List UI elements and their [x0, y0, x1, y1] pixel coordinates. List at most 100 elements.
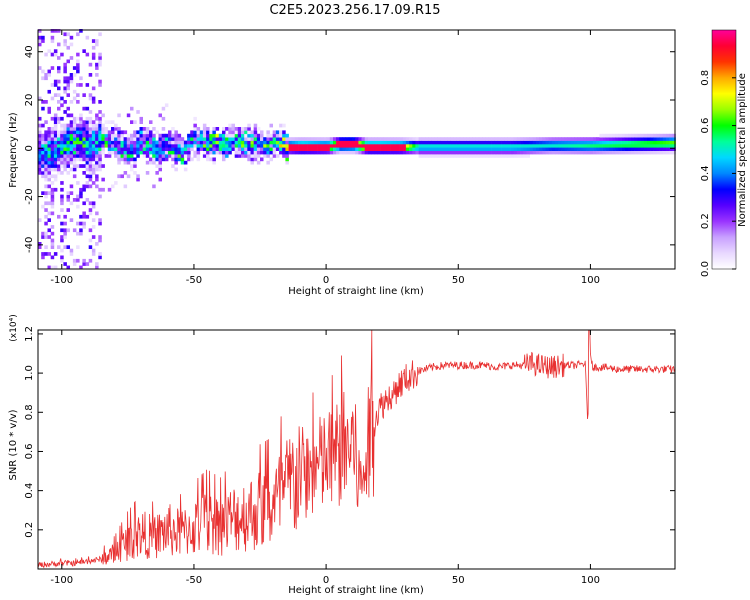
spectrogram-cell — [41, 123, 45, 128]
spectrogram-cell — [669, 143, 673, 148]
spectrogram-cell — [123, 143, 128, 148]
spectrogram-cell — [485, 147, 489, 151]
spectrogram-cell — [662, 150, 667, 155]
spectrogram-cell — [444, 150, 448, 155]
spectrogram-cell — [41, 167, 45, 172]
spectrogram-cell — [647, 133, 651, 138]
spectrogram-cell — [605, 140, 610, 145]
spectrogram-cell — [456, 154, 461, 158]
spectrogram-cell — [79, 130, 83, 135]
spectrogram-cell — [440, 137, 445, 141]
spectrogram-cell — [564, 143, 568, 148]
spectrogram-cell — [66, 154, 70, 158]
spectrogram-cell — [41, 252, 45, 256]
spectrogram-cell — [123, 154, 128, 158]
spectrogram-cell — [402, 147, 407, 151]
spectrogram-cell — [402, 137, 407, 141]
spectrogram-cell — [133, 130, 137, 135]
spectrogram-cell — [47, 167, 51, 172]
spectrogram-cell — [101, 187, 105, 192]
spectrogram-cell — [72, 66, 77, 70]
spectrogram-cell — [47, 150, 51, 155]
spectrogram-cell — [101, 113, 105, 118]
spectrogram-cell — [95, 154, 99, 158]
spectrogram-cell — [63, 66, 67, 70]
spectrogram-cell — [253, 130, 258, 135]
spectrogram-cell — [247, 123, 251, 128]
spectrogram-cell — [605, 147, 610, 151]
spectrogram-cell — [529, 143, 534, 148]
spectrogram-cell — [63, 127, 67, 131]
spectrogram-cell — [244, 140, 248, 145]
spectrogram-cell — [634, 140, 638, 145]
spectrogram-ylabel: Frequency (Hz) — [8, 112, 19, 188]
spectrogram-cell — [47, 177, 51, 182]
spectrogram-cell — [44, 157, 48, 162]
spectrogram-cell — [63, 76, 67, 81]
spectrogram-cell — [88, 110, 93, 114]
spectrogram-cell — [367, 150, 372, 155]
spectrogram-cell — [450, 137, 454, 141]
spectrogram-cell — [88, 211, 93, 216]
spectrogram-cell — [91, 147, 96, 151]
spectrogram-cell — [621, 143, 626, 148]
spectrogram-cell — [98, 164, 102, 168]
spectrogram-cell — [76, 130, 80, 135]
spectrogram-cell — [488, 143, 492, 148]
spectrogram-cell — [158, 140, 162, 145]
spectrogram-cell — [345, 137, 350, 141]
spectrogram-cell — [513, 143, 518, 148]
spectrogram-cell — [666, 147, 670, 151]
spectrogram-cell — [412, 143, 416, 148]
spectrogram-cell — [453, 140, 457, 145]
spectrogram-cell — [269, 157, 273, 162]
spectrogram-cell — [145, 150, 150, 155]
spectrogram-cell — [174, 130, 178, 135]
spectrogram-cell — [475, 140, 480, 145]
spectrogram-cell — [50, 198, 55, 202]
spectrogram-cell — [342, 143, 346, 148]
spectrogram-cell — [231, 140, 235, 145]
spectrogram-cell — [510, 150, 515, 155]
spectrogram-cell — [174, 154, 178, 158]
snr-xtick-label: -50 — [186, 575, 202, 586]
spectrogram-cell — [50, 137, 55, 141]
spectrogram-cell — [98, 194, 102, 199]
spectrogram-cell — [44, 160, 48, 165]
spectrogram-cell — [241, 130, 245, 135]
spectrogram-cell — [364, 150, 369, 155]
spectrogram-cell — [47, 137, 51, 141]
spectrogram-cell — [104, 130, 109, 135]
spectrogram-cell — [247, 143, 251, 148]
spectrogram-cell — [250, 137, 254, 141]
spectrogram-cell — [288, 143, 293, 148]
spectrogram-cell — [101, 150, 105, 155]
spectrogram-cell — [539, 150, 543, 155]
spectrogram-cell — [326, 150, 331, 155]
spectrogram-cell — [139, 130, 143, 135]
spectrogram-cell — [174, 137, 178, 141]
spectrogram-cell — [501, 143, 505, 148]
spectrogram-cell — [50, 154, 55, 158]
spectrogram-cell — [472, 140, 476, 145]
spectrogram-cell — [228, 123, 232, 128]
spectrogram-ytick-label: 20 — [24, 94, 35, 107]
spectrogram-cell — [50, 191, 55, 195]
spectrogram-cell — [69, 56, 74, 60]
spectrogram-cell — [44, 171, 48, 175]
spectrogram-cell — [256, 160, 261, 165]
spectrogram-cell — [164, 143, 169, 148]
spectrogram-cell — [120, 157, 124, 162]
spectrogram-cell — [612, 133, 616, 138]
spectrogram-cell — [358, 150, 362, 155]
spectrogram-cell — [85, 174, 90, 179]
spectrogram-cell — [47, 73, 51, 77]
spectrogram-cell — [91, 164, 96, 168]
spectrogram-cell — [190, 157, 194, 162]
spectrogram-cell — [117, 154, 121, 158]
spectrogram-cell — [631, 150, 635, 155]
spectrogram-cell — [174, 150, 178, 155]
spectrogram-cell — [98, 255, 102, 260]
spectrogram-cell — [634, 133, 638, 138]
spectrogram-cell — [570, 137, 575, 141]
